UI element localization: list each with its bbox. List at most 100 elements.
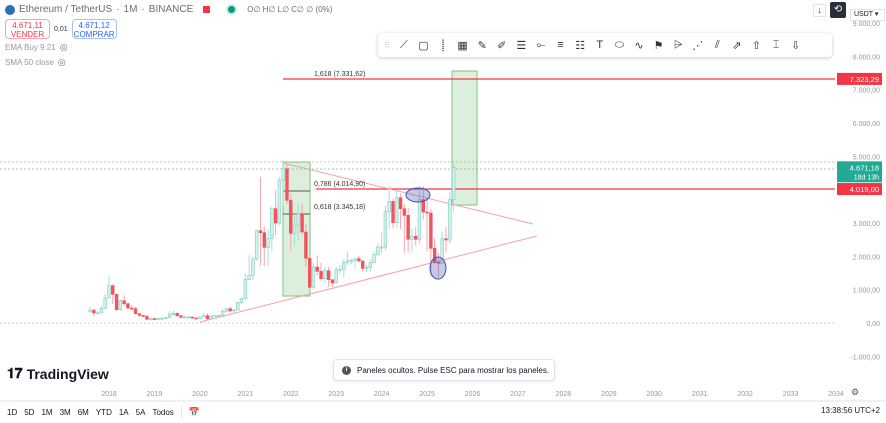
sell-button[interactable]: 4.671,11 VENDER	[5, 19, 50, 39]
candle-body	[201, 315, 206, 318]
candle	[319, 263, 323, 281]
fib-retracement-icon[interactable]: ≡	[557, 39, 564, 51]
candle	[175, 312, 179, 318]
box-2025-target[interactable]	[451, 70, 478, 206]
candle-body	[220, 311, 225, 316]
candle	[156, 317, 160, 320]
rectangle-icon[interactable]: ▢	[418, 39, 429, 52]
drag-handle-icon[interactable]: ⠿	[384, 40, 390, 50]
time-tick-label: 2022	[283, 391, 299, 398]
candle-body	[448, 199, 452, 241]
candle	[345, 251, 350, 266]
price-tick-label: 5.000,00	[853, 154, 880, 161]
brush-icon[interactable]: ✎	[477, 39, 487, 52]
vertical-line-icon[interactable]: ⸽	[441, 39, 445, 52]
ohlc-values: O∅ H∅ L∅ C∅ ∅ (0%)	[247, 5, 333, 14]
indicator-ema[interactable]: EMA Buy 9 21 ◎	[5, 42, 68, 53]
candle	[307, 257, 312, 294]
clock[interactable]: 13:38:56 UTC+2	[821, 406, 880, 415]
countdown-label: 18d 13h	[854, 174, 879, 181]
fib-extension-icon[interactable]: ☷	[575, 39, 586, 52]
candle	[141, 315, 145, 318]
go-to-date-calendar-icon[interactable]: 📅	[188, 406, 201, 417]
candle-body	[338, 269, 342, 271]
range-1m[interactable]: 1M	[41, 407, 53, 417]
candle	[247, 255, 251, 281]
price-tick-label: 7.000,00	[853, 88, 880, 95]
candle	[357, 256, 361, 263]
candle-body	[353, 258, 357, 261]
grid-icon[interactable]: ▦	[457, 39, 468, 52]
candle	[353, 258, 357, 269]
horizontal-ray-icon[interactable]: ⟜	[536, 38, 546, 51]
candle	[254, 229, 259, 261]
pitchfork-icon[interactable]: ⋰	[692, 39, 704, 52]
arrow-down-icon[interactable]: ⇩	[791, 39, 801, 52]
candle	[167, 311, 172, 318]
candle-body	[239, 298, 244, 303]
buy-button[interactable]: 4.671,12 COMPRAR	[71, 19, 117, 39]
price-tick-label: 0,00	[866, 321, 880, 328]
candle-body	[118, 300, 123, 310]
candle-body	[296, 213, 301, 226]
candle-body	[103, 297, 107, 309]
path-icon[interactable]: ∿	[634, 39, 644, 52]
symbol-name[interactable]: Ethereum / TetherUS	[19, 4, 113, 15]
candle	[429, 208, 433, 277]
currency-select[interactable]: USDT ▾	[850, 9, 885, 21]
ellipse-bottom-marker[interactable]	[429, 256, 447, 280]
candle	[444, 227, 448, 253]
candle-body	[122, 300, 126, 304]
candle	[126, 302, 130, 310]
range-5a[interactable]: 5A	[135, 407, 146, 417]
snapshot-icon[interactable]: ⟲	[830, 2, 846, 18]
candle-body	[111, 285, 115, 295]
eye-hidden-icon[interactable]: ◎	[57, 57, 66, 67]
candle	[114, 293, 119, 311]
drawing-toolbar: ⠿ ⟋ ▢ ⸽ ▦ ✎ ✐ ☰ ⟜ ≡ ☷ T ⬭ ∿ ⚑ ⩥ ⋰ ⫽ ⇗ ⇧ ⌶ ⇩	[378, 33, 832, 57]
range-ytd[interactable]: YTD	[95, 407, 112, 417]
candle-body	[137, 313, 141, 316]
settings-gear-icon[interactable]: ⚙	[851, 387, 860, 397]
flag-mark-icon[interactable]: ⚑	[653, 39, 664, 52]
ellipse-top-marker[interactable]	[405, 187, 431, 203]
candle	[122, 295, 126, 307]
triangle-lower-line[interactable]	[199, 235, 538, 323]
price-tick-label: 9.000,00	[853, 21, 880, 28]
eye-hidden-icon[interactable]: ◎	[59, 42, 68, 52]
fan-icon[interactable]: ⩥	[673, 38, 683, 51]
tradingview-logo[interactable]: 𝟏𝟕 TradingView	[7, 365, 109, 382]
symbol-header[interactable]: Ethereum / TetherUS · 1M · BINANCE O∅ H∅ L…	[5, 4, 332, 15]
range-1a[interactable]: 1A	[118, 407, 129, 417]
interval[interactable]: 1M	[123, 4, 138, 15]
candle	[342, 259, 346, 278]
candle-body	[254, 230, 259, 260]
ellipse-icon[interactable]: ⬭	[614, 38, 625, 51]
candle-body	[133, 308, 138, 314]
highlighter-icon[interactable]: ✐	[497, 39, 507, 52]
range-6m[interactable]: 6M	[77, 407, 89, 417]
date-range-icon[interactable]: ⌶	[772, 38, 780, 51]
flag-icon[interactable]	[203, 6, 211, 13]
candle-body	[228, 308, 232, 312]
candle-body	[315, 266, 319, 272]
download-icon[interactable]: ↓	[813, 3, 826, 17]
parallel-channel-icon[interactable]: ☰	[516, 39, 527, 52]
range-1d[interactable]: 1D	[7, 407, 18, 417]
trend-line-icon[interactable]: ⟋	[399, 38, 408, 51]
candle	[292, 213, 297, 247]
range-todos[interactable]: Todos	[152, 407, 174, 417]
time-tick-label: 2021	[238, 391, 254, 398]
indicator-sma[interactable]: SMA 50 close ◎	[5, 57, 66, 68]
candle	[372, 251, 376, 264]
regression-icon[interactable]: ⫽	[714, 38, 720, 51]
range-5d[interactable]: 5D	[24, 407, 35, 417]
triangle-upper-line[interactable]	[282, 162, 534, 225]
arrow-icon[interactable]: ⇗	[732, 39, 742, 52]
text-icon[interactable]: T	[596, 39, 604, 51]
candle	[402, 204, 407, 253]
candle	[95, 311, 100, 315]
arrow-up-icon[interactable]: ⇧	[751, 39, 762, 52]
range-3m[interactable]: 3M	[59, 407, 71, 417]
